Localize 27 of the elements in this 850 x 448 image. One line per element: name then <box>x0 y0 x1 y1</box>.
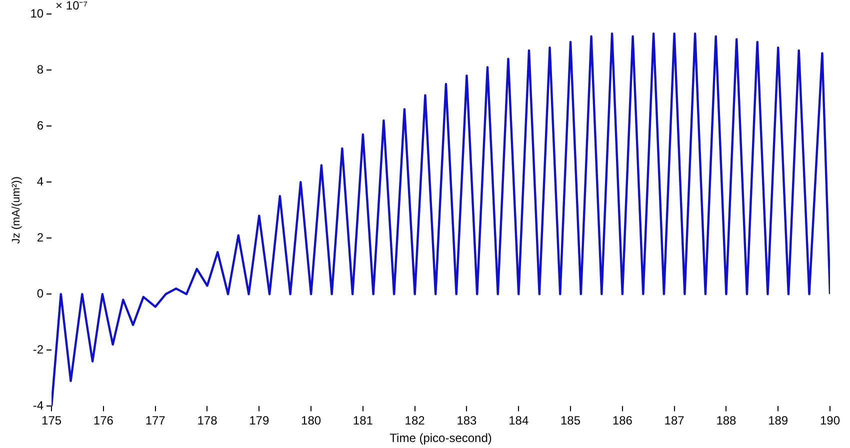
x-tick-label: 187 <box>664 414 685 428</box>
x-tick-label: 178 <box>197 414 218 428</box>
y-tick-label: 0 <box>36 286 44 300</box>
x-tick-label: 183 <box>456 414 478 428</box>
x-tick-label: 186 <box>612 414 633 428</box>
y-tick-label: 4 <box>36 174 44 188</box>
x-tick-label: 182 <box>404 414 426 428</box>
x-tick-label: 189 <box>768 414 788 428</box>
y-tick-label: 2 <box>36 230 44 244</box>
y-tick-label: -2 <box>32 342 44 356</box>
y-tick-label: 10 <box>30 6 44 20</box>
y-tick-label: 6 <box>36 118 44 132</box>
y-tick-label: -4 <box>32 398 44 413</box>
x-tick-label: 181 <box>352 414 374 428</box>
x-axis-title: Time (pico-second) <box>390 431 492 446</box>
x-tick-label: 180 <box>301 414 322 428</box>
x-tick-label: 179 <box>249 414 270 428</box>
text: × 10⁻⁷ <box>56 0 88 12</box>
x-tick-label: 184 <box>508 414 529 428</box>
x-tick-label: 188 <box>716 414 737 428</box>
y-axis-title: Jz (mA/(um²)) <box>10 176 23 244</box>
x-tick-label: 177 <box>145 414 166 428</box>
x-tick-label: 185 <box>560 414 581 428</box>
x-tick-label: 176 <box>93 414 114 428</box>
y-tick-label: 8 <box>36 62 44 76</box>
x-tick-label: 190 <box>820 414 840 428</box>
x-tick-label: 175 <box>42 414 62 428</box>
